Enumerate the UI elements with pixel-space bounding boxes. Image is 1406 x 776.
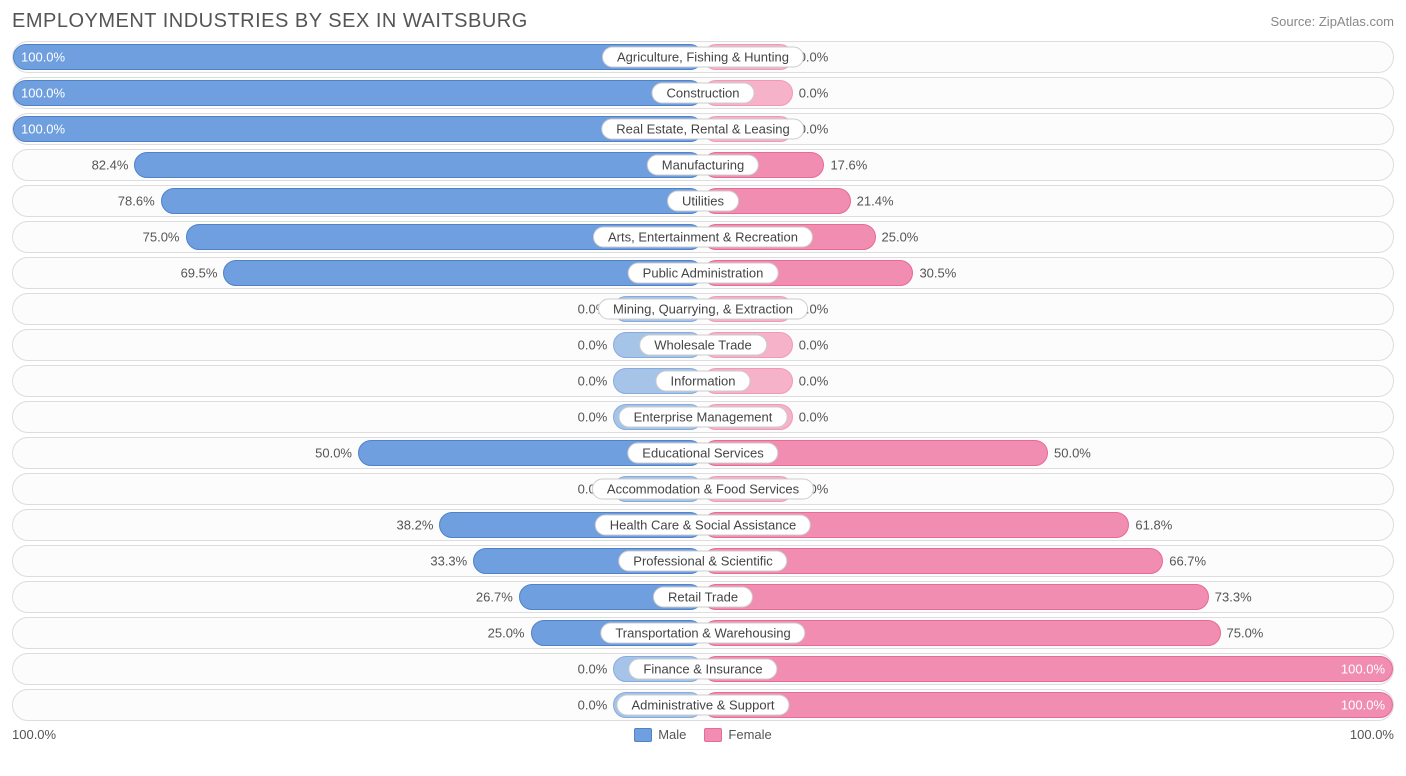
female-pct-label: 100.0% [1341,698,1385,713]
category-label: Professional & Scientific [618,551,787,572]
chart-row: 82.4% 17.6% Manufacturing [12,149,1394,181]
chart-row: 100.0%0.0%Real Estate, Rental & Leasing [12,113,1394,145]
axis-right-label: 100.0% [1350,727,1394,742]
source-label: Source: ZipAtlas.com [1270,14,1394,29]
category-label: Real Estate, Rental & Leasing [601,119,804,140]
chart-row: 0.0% 100.0% Administrative & Support [12,689,1394,721]
category-label: Accommodation & Food Services [592,479,814,500]
category-label: Educational Services [627,443,778,464]
chart-row: 69.5% 30.5% Public Administration [12,257,1394,289]
category-label: Mining, Quarrying, & Extraction [598,299,808,320]
female-pct-label: 61.8% [1135,518,1172,533]
chart-row: 0.0% 100.0% Finance & Insurance [12,653,1394,685]
female-swatch-icon [704,728,722,742]
male-pct-label: 75.0% [143,230,180,245]
female-pct-label: 0.0% [799,410,829,425]
category-label: Administrative & Support [616,695,789,716]
category-label: Information [655,371,750,392]
female-pct-label: 21.4% [857,194,894,209]
category-label: Utilities [667,191,739,212]
legend-female: Female [704,727,771,742]
female-pct-label: 75.0% [1227,626,1264,641]
female-pct-label: 0.0% [799,374,829,389]
chart-row: 0.0% 0.0% Wholesale Trade [12,329,1394,361]
category-label: Finance & Insurance [628,659,777,680]
legend-female-label: Female [728,727,771,742]
male-bar [13,44,703,70]
chart-title: EMPLOYMENT INDUSTRIES BY SEX IN WAITSBUR… [12,10,528,33]
female-pct-label: 73.3% [1215,590,1252,605]
male-pct-label: 100.0% [21,50,65,65]
male-pct-label: 26.7% [476,590,513,605]
female-bar [703,692,1393,718]
male-pct-label: 38.2% [397,518,434,533]
male-bar [13,80,703,106]
male-pct-label: 0.0% [578,698,608,713]
female-pct-label: 0.0% [799,338,829,353]
legend-male-label: Male [658,727,686,742]
diverging-bar-chart: 100.0%0.0%Agriculture, Fishing & Hunting… [12,41,1394,721]
category-label: Public Administration [628,263,779,284]
female-pct-label: 100.0% [1341,662,1385,677]
chart-row: 38.2% 61.8% Health Care & Social Assistanc… [12,509,1394,541]
female-pct-label: 66.7% [1169,554,1206,569]
male-pct-label: 0.0% [578,410,608,425]
chart-row: 50.0% 50.0% Educational Services [12,437,1394,469]
chart-row: 78.6% 21.4% Utilities [12,185,1394,217]
chart-row: 0.0% 0.0% Enterprise Management [12,401,1394,433]
male-swatch-icon [634,728,652,742]
female-pct-label: 25.0% [882,230,919,245]
category-label: Manufacturing [647,155,759,176]
female-pct-label: 17.6% [830,158,867,173]
male-pct-label: 100.0% [21,86,65,101]
category-label: Arts, Entertainment & Recreation [593,227,813,248]
male-pct-label: 0.0% [578,374,608,389]
female-pct-label: 30.5% [919,266,956,281]
category-label: Construction [652,83,755,104]
chart-row: 26.7% 73.3% Retail Trade [12,581,1394,613]
chart-row: 0.0%0.0%Mining, Quarrying, & Extraction [12,293,1394,325]
female-bar [703,584,1209,610]
male-pct-label: 0.0% [578,662,608,677]
chart-row: 0.0% 0.0% Information [12,365,1394,397]
legend-male: Male [634,727,686,742]
male-pct-label: 25.0% [488,626,525,641]
category-label: Transportation & Warehousing [600,623,805,644]
female-pct-label: 50.0% [1054,446,1091,461]
category-label: Enterprise Management [619,407,788,428]
legend: Male Female [634,727,772,742]
chart-row: 25.0% 75.0% Transportation & Warehousing [12,617,1394,649]
chart-row: 75.0% 25.0% Arts, Entertainment & Recreati… [12,221,1394,253]
male-pct-label: 0.0% [578,338,608,353]
female-pct-label: 0.0% [799,86,829,101]
category-label: Health Care & Social Assistance [595,515,811,536]
chart-row: 100.0%0.0%Agriculture, Fishing & Hunting [12,41,1394,73]
chart-row: 33.3% 66.7% Professional & Scientific [12,545,1394,577]
male-pct-label: 78.6% [118,194,155,209]
male-pct-label: 50.0% [315,446,352,461]
category-label: Retail Trade [653,587,753,608]
male-pct-label: 33.3% [430,554,467,569]
male-bar [161,188,703,214]
male-bar [13,116,703,142]
male-pct-label: 69.5% [181,266,218,281]
female-bar [703,656,1393,682]
male-pct-label: 100.0% [21,122,65,137]
axis-left-label: 100.0% [12,727,56,742]
male-pct-label: 82.4% [92,158,129,173]
category-label: Wholesale Trade [639,335,767,356]
chart-row: 0.0%0.0%Accommodation & Food Services [12,473,1394,505]
male-bar [134,152,703,178]
chart-row: 100.0% 0.0% Construction [12,77,1394,109]
category-label: Agriculture, Fishing & Hunting [602,47,804,68]
